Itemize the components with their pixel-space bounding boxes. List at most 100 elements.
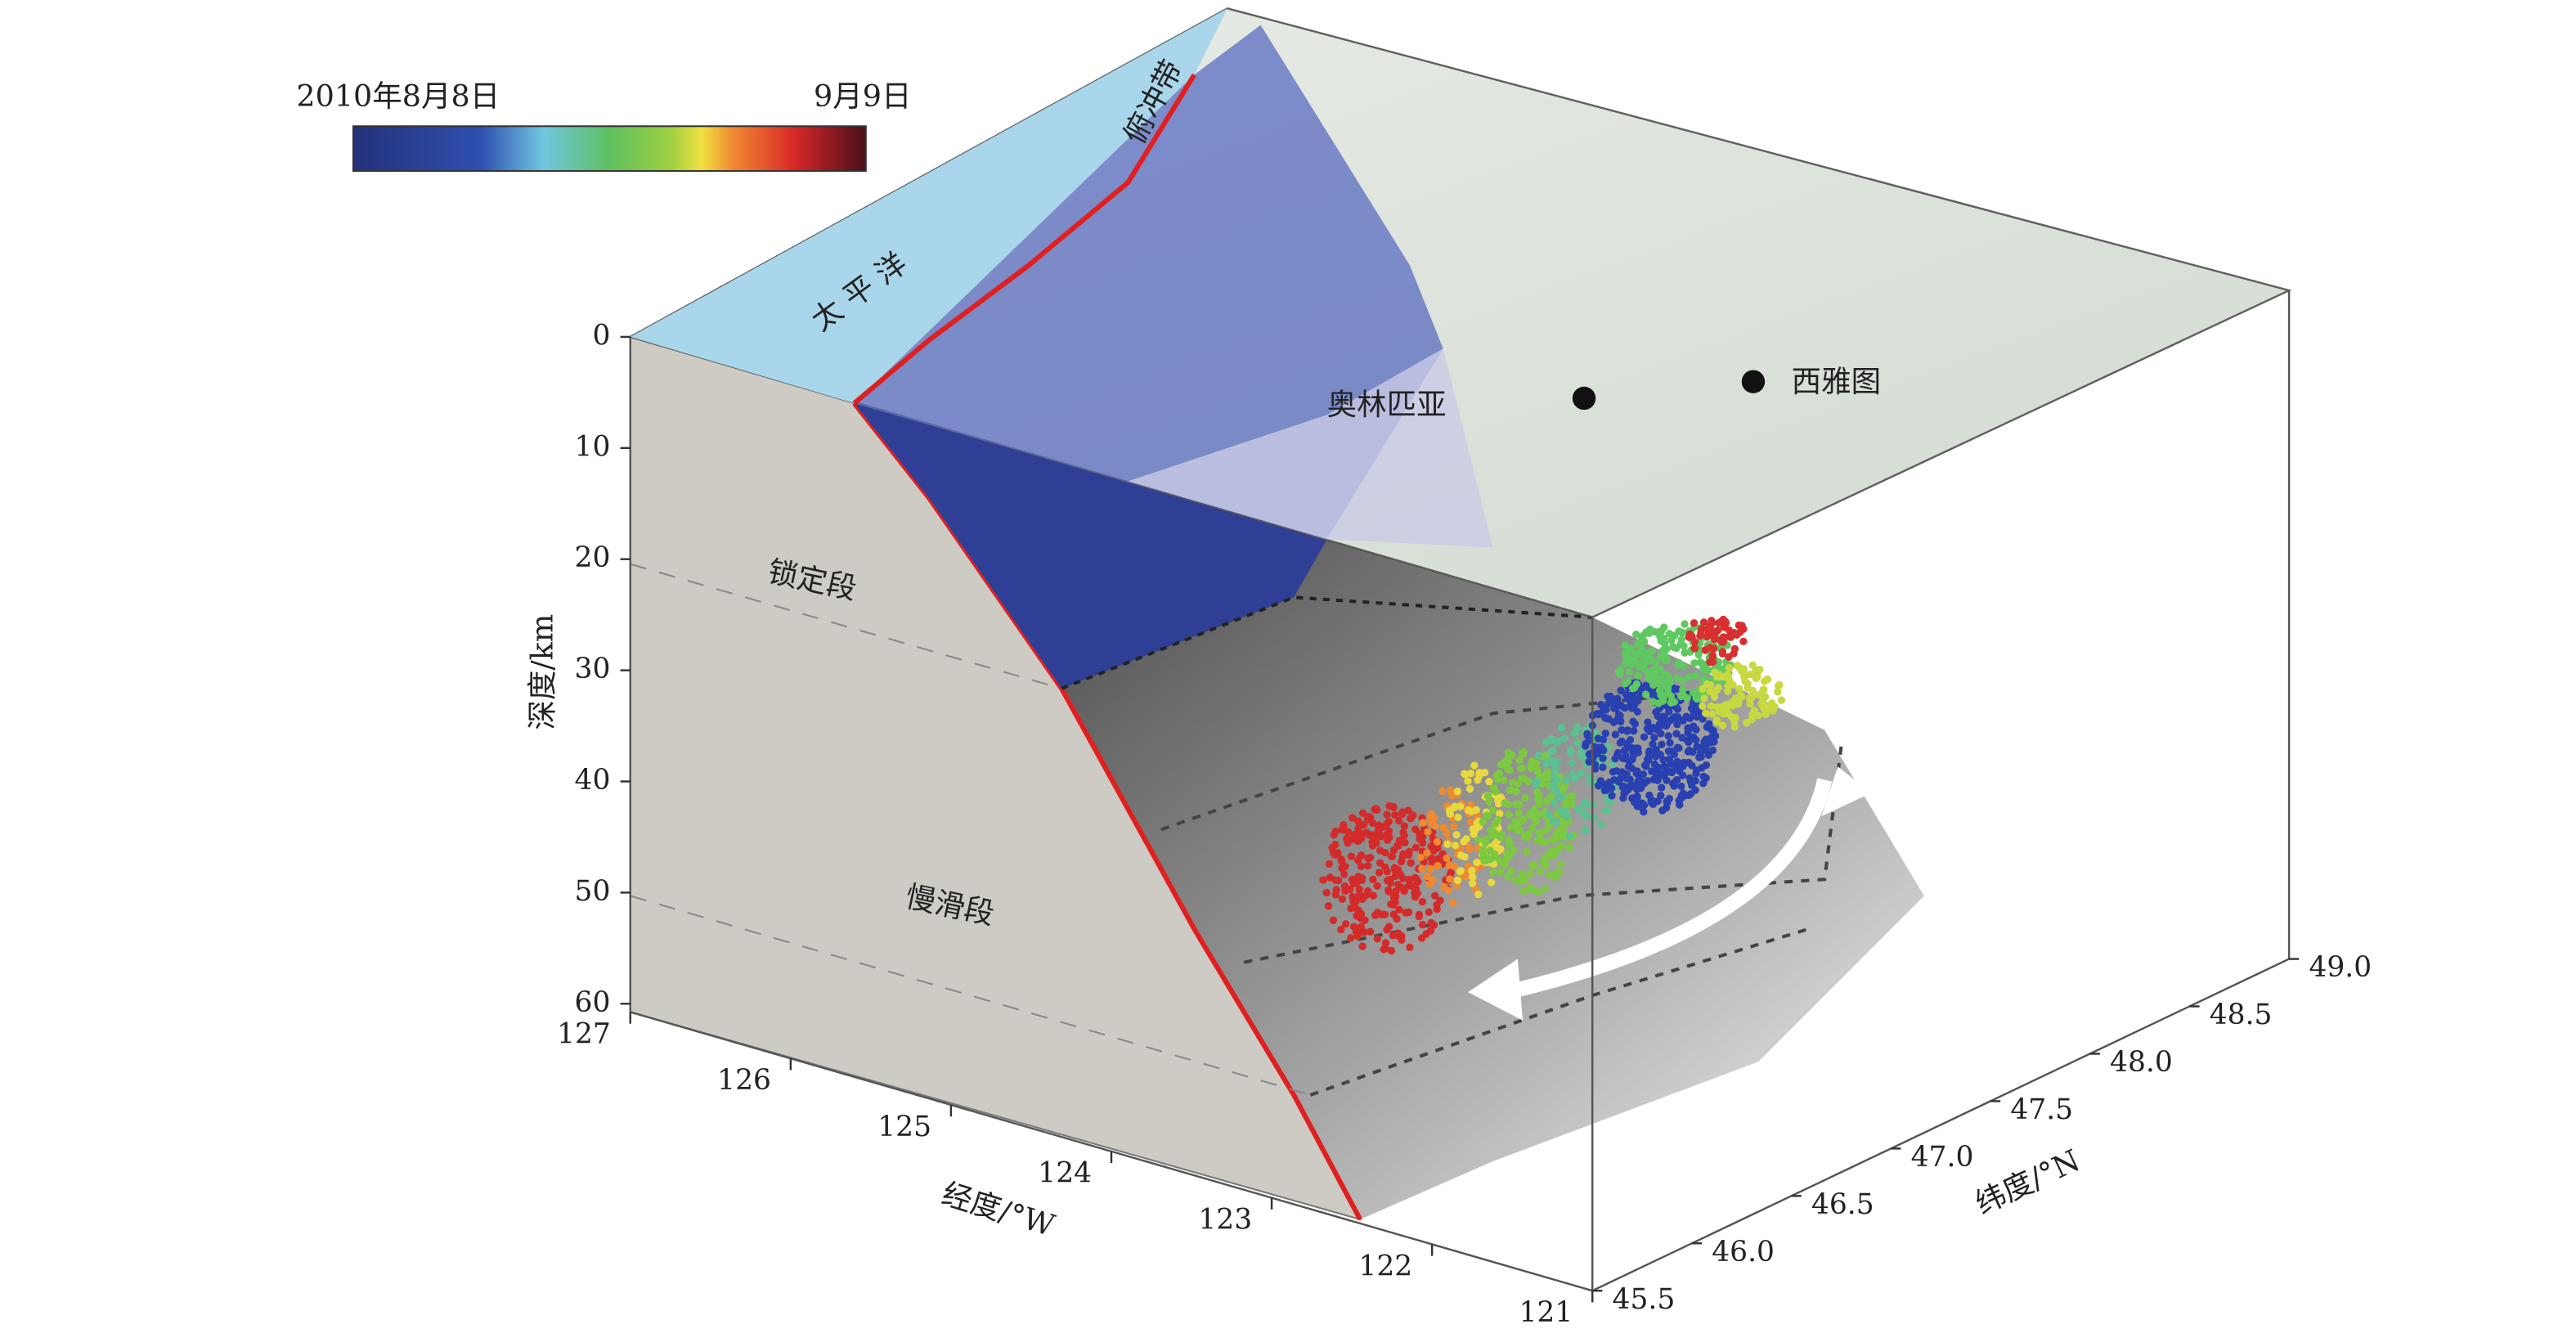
quake-dot [1373, 935, 1382, 943]
quake-dot [1663, 657, 1671, 665]
quake-dot [1621, 746, 1629, 754]
quake-dot [1453, 876, 1462, 885]
quake-dot [1363, 861, 1372, 870]
quake-dot [1572, 728, 1580, 737]
quake-dot [1571, 774, 1580, 782]
quake-dot [1659, 682, 1668, 691]
quake-dot [1603, 796, 1611, 805]
quake-dot [1678, 676, 1687, 685]
quake-dot [1666, 739, 1674, 748]
quake-dot [1528, 861, 1537, 869]
quake-dot [1693, 712, 1701, 721]
tick-label: 122 [1358, 1250, 1412, 1282]
quake-dot [1452, 831, 1461, 839]
quake-dot [1515, 757, 1524, 765]
quake-dot [1528, 757, 1537, 766]
quake-dot [1692, 736, 1700, 744]
quake-dot [1670, 779, 1678, 787]
quake-dot [1703, 632, 1712, 641]
quake-dot [1710, 632, 1718, 641]
quake-dot [1449, 899, 1457, 907]
quake-dot [1690, 638, 1699, 646]
quake-dot [1334, 876, 1343, 885]
quake-dot [1489, 869, 1497, 877]
tick-label: 123 [1198, 1204, 1252, 1237]
quake-dot [1692, 725, 1700, 734]
quake-dot [1508, 779, 1517, 787]
quake-dot [1340, 870, 1349, 878]
colorbar [352, 125, 867, 173]
quake-dot [1645, 791, 1654, 800]
quake-dot [1549, 781, 1558, 789]
quake-dot [1636, 662, 1644, 671]
quake-dot [1446, 875, 1454, 883]
quake-dot [1526, 883, 1534, 892]
quake-dot [1551, 765, 1560, 774]
quake-dot [1685, 714, 1694, 722]
quake-dot [1475, 769, 1483, 777]
quake-dot [1655, 721, 1663, 729]
quake-dot [1560, 734, 1568, 743]
quake-dot [1488, 806, 1497, 815]
quake-dot [1337, 925, 1345, 934]
tick-label: 50 [575, 875, 611, 908]
quake-dot [1700, 738, 1708, 746]
quake-dot [1573, 739, 1582, 747]
quake-dot [1704, 751, 1712, 759]
quake-dot [1546, 871, 1554, 879]
quake-dot [1344, 838, 1352, 847]
quake-dot [1674, 658, 1683, 667]
city-label: 奥林匹亚 [1327, 387, 1447, 422]
quake-dot [1721, 619, 1730, 627]
quake-dot [1557, 793, 1566, 801]
quake-dot [1510, 846, 1518, 854]
quake-dot [1496, 810, 1504, 818]
quake-dot [1663, 718, 1672, 726]
quake-dot [1691, 671, 1699, 680]
quake-dot [1677, 794, 1685, 802]
quake-dot [1427, 854, 1435, 862]
quake-dot [1657, 637, 1665, 645]
quake-dot [1354, 927, 1362, 935]
quake-dot [1369, 891, 1378, 900]
quake-dot [1738, 622, 1746, 630]
quake-dot [1489, 828, 1498, 836]
quake-dot [1691, 689, 1699, 698]
quake-dot [1691, 786, 1699, 794]
quake-dot [1473, 858, 1481, 867]
quake-dot [1469, 873, 1477, 881]
quake-dot [1494, 799, 1503, 808]
quake-dot [1708, 653, 1717, 661]
quake-dot [1485, 797, 1493, 806]
quake-dot [1542, 826, 1551, 834]
quake-dot [1621, 641, 1629, 649]
quake-dot [1395, 905, 1403, 914]
quake-dot [1351, 903, 1359, 912]
quake-dot [1385, 833, 1393, 842]
quake-dot [1395, 837, 1404, 845]
quake-dot [1629, 717, 1637, 725]
quake-dot [1546, 737, 1555, 745]
quake-dot [1611, 730, 1620, 739]
quake-dot [1355, 885, 1364, 894]
quake-dot [1443, 829, 1451, 837]
quake-dot [1418, 897, 1427, 906]
quake-dot [1418, 920, 1427, 929]
quake-dot [1651, 752, 1660, 761]
quake-dot [1622, 654, 1631, 662]
quake-dot [1710, 693, 1719, 702]
quake-dot [1341, 862, 1349, 871]
quake-dot [1357, 910, 1366, 918]
quake-dot [1613, 767, 1621, 775]
quake-dot [1407, 859, 1415, 867]
quake-dot [1533, 780, 1541, 789]
quake-dot [1407, 814, 1415, 823]
quake-dot [1383, 868, 1391, 876]
quake-dot [1707, 625, 1715, 633]
quake-dot [1577, 770, 1585, 778]
quake-dot [1487, 878, 1496, 887]
quake-dot [1497, 793, 1506, 801]
quake-dot [1395, 816, 1403, 825]
quake-dot [1354, 817, 1362, 825]
quake-dot [1633, 785, 1641, 793]
